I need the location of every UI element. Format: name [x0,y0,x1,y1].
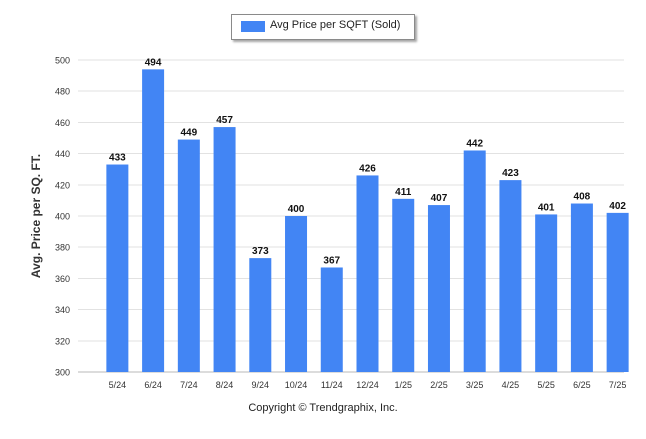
bar [213,127,236,372]
legend: Avg Price per SQFT (Sold) [231,14,415,40]
copyright-text: Copyright © Trendgraphix, Inc. [248,402,398,414]
x-tick-label: 4/25 [502,380,520,390]
y-tick-label: 460 [55,118,70,128]
x-tick-label: 6/24 [144,380,162,390]
y-tick-label: 440 [55,149,70,159]
bar [392,198,415,372]
data-label: 426 [359,163,376,174]
bar [285,216,308,372]
bar [606,212,629,372]
x-tick-label: 12/24 [356,380,379,390]
y-tick-label: 400 [55,212,70,222]
x-tick-label: 7/25 [609,380,627,390]
data-label: 423 [502,168,519,179]
x-tick-label: 6/25 [573,380,591,390]
y-tick-label: 380 [55,243,70,253]
data-label: 367 [323,255,340,266]
y-tick-label: 360 [55,274,70,284]
x-tick-label: 9/24 [252,380,270,390]
y-tick-label: 340 [55,305,70,315]
legend-swatch [241,21,265,32]
data-label: 433 [109,153,126,164]
bar [499,180,522,372]
bar [320,267,343,372]
data-label: 449 [180,128,197,139]
x-tick-label: 8/24 [216,380,234,390]
data-label: 494 [145,57,162,68]
y-tick-label: 300 [55,368,70,378]
data-label: 402 [609,201,626,212]
x-tick-label: 11/24 [321,380,343,390]
y-tick-label: 420 [55,180,70,190]
x-tick-label: 7/24 [180,380,198,390]
data-label: 407 [431,193,448,204]
bar [463,150,486,372]
bar [142,69,165,373]
data-label: 400 [288,204,305,215]
data-label: 401 [538,202,555,213]
y-tick-label: 500 [55,56,70,66]
data-label: 408 [574,192,591,203]
x-tick-label: 5/24 [109,380,127,390]
data-label: 373 [252,246,269,257]
data-label: 457 [216,115,233,126]
bar [535,214,558,372]
x-tick-label: 1/25 [394,380,412,390]
x-tick-label: 5/25 [537,380,555,390]
bar [356,175,379,372]
x-tick-label: 3/25 [466,380,484,390]
data-label: 411 [395,187,412,198]
bar [427,205,450,372]
x-tick-label: 2/25 [430,380,448,390]
y-tick-label: 480 [55,87,70,97]
x-tick-label: 10/24 [285,380,308,390]
bar [177,139,200,372]
y-tick-label: 320 [55,336,70,346]
bar [570,203,593,372]
legend-label: Avg Price per SQFT (Sold) [270,19,401,31]
bar [106,164,129,372]
y-axis-title: Avg. Price per SQ. FT. [29,154,43,278]
data-label: 442 [466,138,483,149]
bar [249,258,272,372]
